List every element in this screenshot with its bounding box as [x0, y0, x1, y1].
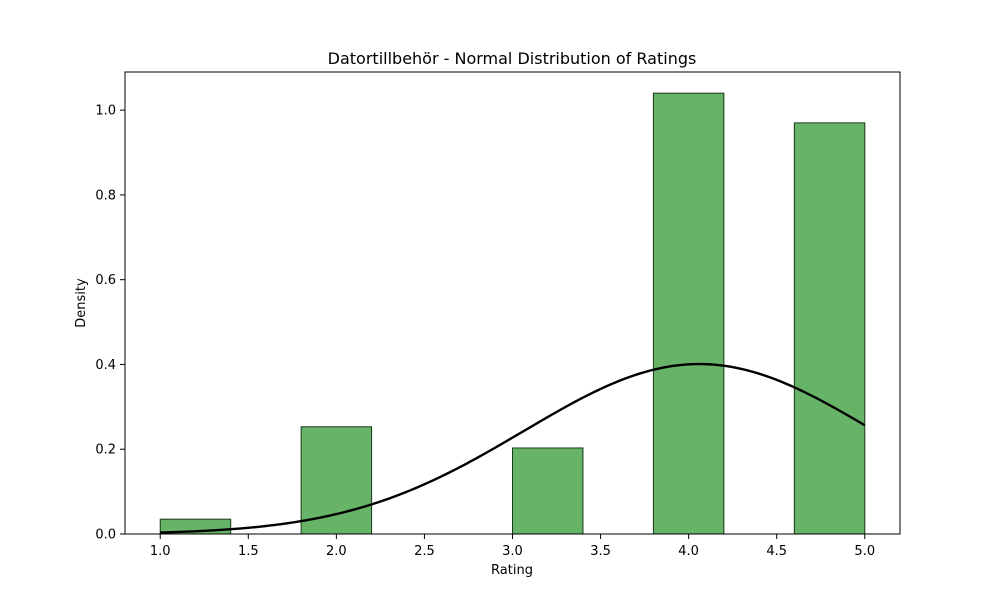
- normal-curve: [160, 362, 866, 534]
- x-tick-label: 1.5: [238, 544, 259, 559]
- y-tick-label: 0.2: [95, 443, 116, 458]
- x-tick-label: 3.0: [502, 544, 523, 559]
- histogram-bar: [652, 92, 725, 535]
- x-tick-label: 5.0: [854, 544, 875, 559]
- x-tick-label: 2.5: [414, 544, 435, 559]
- histogram-bar: [512, 447, 584, 535]
- x-tick-label: 2.0: [326, 544, 347, 559]
- y-tick-label: 0.8: [95, 188, 116, 203]
- chart-title: Datortillbehör - Normal Distribution of …: [328, 49, 697, 68]
- bars-group: [159, 92, 866, 535]
- x-tick-label: 3.5: [590, 544, 611, 559]
- y-tick-label: 0.4: [95, 358, 116, 373]
- y-tick-label: 1.0: [95, 104, 116, 119]
- y-tick-label: 0.6: [95, 273, 116, 288]
- x-tick-label: 1.0: [150, 544, 171, 559]
- x-tick-label: 4.0: [678, 544, 699, 559]
- x-axis: 1.0 1.5 2.0 2.5 3.0 3.5 4.0 4.5 5.0: [150, 534, 875, 559]
- y-tick-label: 0.0: [95, 528, 116, 543]
- y-axis-label: Density: [74, 278, 89, 328]
- histogram-bar: [300, 426, 373, 535]
- y-axis: 0.0 0.2 0.4 0.6 0.8 1.0: [95, 104, 125, 543]
- histogram-bar: [793, 122, 866, 535]
- x-axis-label: Rating: [491, 563, 533, 578]
- x-tick-label: 4.5: [766, 544, 787, 559]
